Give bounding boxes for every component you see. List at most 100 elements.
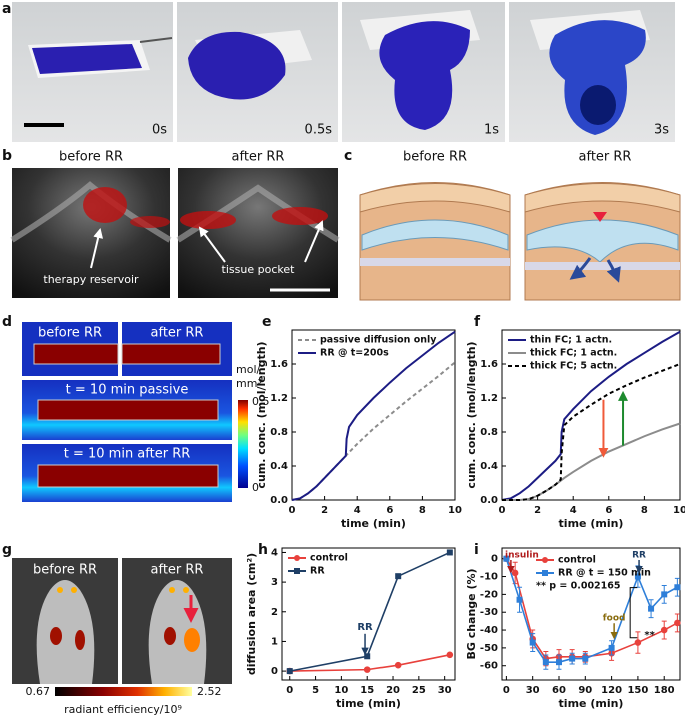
- colorbar-tick: 0.67: [26, 685, 51, 698]
- y-tick-label: 0: [491, 554, 498, 565]
- legend-label: control: [310, 553, 348, 564]
- x-tick-label: 180: [654, 685, 675, 696]
- blob: [379, 21, 470, 130]
- doppler: [83, 187, 127, 223]
- tube: [139, 37, 173, 43]
- marker: [286, 668, 293, 675]
- y-tick-label: 3: [271, 577, 278, 588]
- panel-c: before RR after RR: [359, 150, 681, 301]
- blob-core: [580, 85, 616, 125]
- legend-marker: [294, 555, 300, 561]
- y-axis-label: diffusion area (cm²): [245, 553, 258, 675]
- x-tick-label: 150: [627, 685, 648, 696]
- caption: 0.5s: [305, 123, 333, 138]
- marker: [529, 639, 536, 646]
- panel-label: f: [474, 314, 481, 330]
- x-tick-label: 8: [641, 505, 648, 516]
- signal: [50, 627, 62, 645]
- x-tick-label: 15: [360, 685, 374, 696]
- colorbar-unit: mm³: [236, 377, 262, 390]
- doppler: [180, 211, 236, 229]
- image-title: after RR: [232, 150, 285, 165]
- image-title: after RR: [151, 326, 204, 341]
- marker: [634, 639, 642, 646]
- x-tick-label: 0: [499, 505, 506, 516]
- blob: [188, 31, 286, 100]
- marker: [555, 659, 562, 666]
- arrow: [90, 228, 104, 269]
- series-line: [502, 422, 681, 501]
- legend-label: thick FC; 1 actn.: [530, 348, 617, 359]
- legend-label: thick FC; 5 actn.: [530, 361, 617, 372]
- y-tick-label: 0.4: [480, 461, 498, 472]
- marker: [634, 573, 641, 580]
- marker: [660, 626, 668, 634]
- x-tick-label: 4: [570, 505, 577, 516]
- colorbar-label: radiant efficiency/10⁹: [64, 703, 182, 716]
- panel-label: c: [344, 148, 352, 164]
- panel-label: g: [2, 542, 12, 558]
- signal: [169, 587, 175, 593]
- series-line: [289, 551, 451, 672]
- plot-frame: [281, 547, 456, 681]
- y-tick-label: 0.0: [480, 495, 498, 506]
- series-line: [291, 330, 456, 501]
- legend-marker: [542, 557, 548, 563]
- y-tick-label: 2: [271, 607, 278, 618]
- x-tick-label: 10: [334, 685, 348, 696]
- annotation: **: [644, 630, 655, 641]
- y-tick-label: 1.2: [270, 393, 288, 404]
- marker: [364, 653, 371, 660]
- image-title: t = 10 min passive: [66, 383, 189, 398]
- reservoir: [37, 464, 219, 488]
- image-title: after RR: [151, 563, 204, 578]
- marker: [569, 655, 576, 662]
- y-tick-label: 0.8: [270, 427, 288, 438]
- annotation: therapy reservoir: [43, 273, 139, 286]
- x-tick-label: 0: [289, 505, 296, 516]
- x-tick-label: 6: [605, 505, 612, 516]
- plot-frame: [291, 329, 456, 501]
- marker: [661, 591, 668, 598]
- x-tick-label: 10: [448, 505, 462, 516]
- panel-b: before RR after RR therapy reservoir tis…: [10, 150, 340, 298]
- image-title: before RR: [33, 563, 97, 578]
- series-line: [291, 361, 456, 501]
- y-tick-label: -60: [480, 661, 498, 672]
- series-line: [501, 330, 681, 501]
- image-title: before RR: [403, 150, 467, 165]
- panel-label: h: [258, 542, 268, 558]
- signal: [75, 630, 85, 650]
- legend-label: RR @ t = 150 min: [558, 568, 651, 579]
- y-tick-label: 1: [271, 636, 278, 647]
- blob: [32, 44, 142, 74]
- reservoir: [121, 343, 221, 365]
- y-tick-label: 0.8: [480, 427, 498, 438]
- marker: [395, 573, 402, 580]
- x-tick-label: 0: [286, 685, 293, 696]
- panel-label: d: [2, 314, 12, 330]
- panel-label: i: [474, 542, 479, 558]
- legend-marker: [542, 570, 548, 576]
- colorbar-tick: 0: [252, 481, 259, 494]
- x-tick-label: 25: [412, 685, 426, 696]
- x-axis-label: time (min): [559, 517, 624, 530]
- marker: [511, 569, 519, 577]
- marker: [363, 666, 371, 673]
- x-tick-label: 0: [503, 685, 510, 696]
- image-title: after RR: [579, 150, 632, 165]
- y-axis-label: BG change (%): [465, 568, 478, 659]
- x-tick-label: 30: [526, 685, 540, 696]
- image-title: t = 10 min after RR: [64, 447, 191, 462]
- annotation: RR: [357, 622, 373, 633]
- legend-label: passive diffusion only: [320, 335, 437, 346]
- legend-label: thin FC; 1 actn.: [530, 335, 612, 346]
- blob: [549, 20, 646, 135]
- signal: [183, 587, 189, 593]
- x-tick-label: 8: [419, 505, 426, 516]
- mouse: [36, 580, 95, 684]
- colorbar: [238, 400, 248, 488]
- x-axis-label: time (min): [559, 697, 624, 710]
- panel-d: before RR after RR t = 10 min passive t …: [22, 322, 270, 502]
- panel-g: before RR after RR 0.67 2.52 radiant eff…: [12, 558, 232, 716]
